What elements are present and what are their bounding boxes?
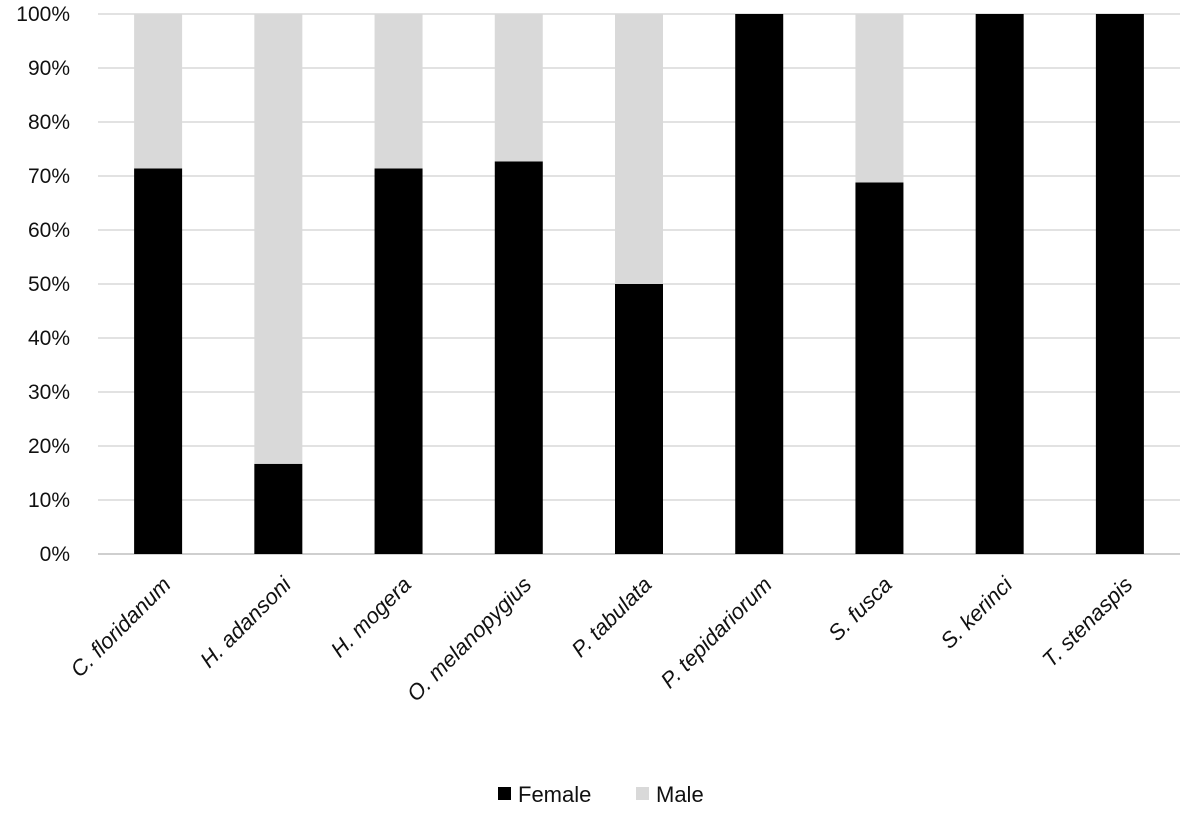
bar-segment-female bbox=[495, 161, 543, 554]
y-axis-tick-labels: 0% 10% 20% 30% 40% 50% 60% 70% 80% 90% 100% bbox=[16, 3, 70, 566]
x-category-label: S. kerinci bbox=[936, 571, 1018, 653]
chart-container: 0% 10% 20% 30% 40% 50% 60% 70% 80% 90% 100% C. flo… bbox=[0, 0, 1200, 813]
y-tick-label: 30% bbox=[28, 381, 70, 404]
bar-segment-male bbox=[615, 14, 663, 284]
x-category-label: P. tepidariorum bbox=[656, 572, 777, 693]
y-tick-label: 10% bbox=[28, 489, 70, 512]
bar-segment-male bbox=[855, 14, 903, 182]
x-category-label: S. fusca bbox=[823, 572, 897, 646]
y-tick-label: 60% bbox=[28, 219, 70, 242]
legend-swatch-male bbox=[636, 787, 649, 800]
x-category-label: T. stenaspis bbox=[1037, 572, 1137, 672]
bar-segment-female bbox=[855, 182, 903, 554]
bar-segment-male bbox=[254, 14, 302, 464]
y-tick-label: 70% bbox=[28, 165, 70, 188]
y-tick-label: 0% bbox=[40, 543, 70, 566]
y-tick-label: 20% bbox=[28, 435, 70, 458]
x-category-label: C. floridanum bbox=[65, 572, 175, 682]
bar-segment-male bbox=[134, 14, 182, 168]
bar-segment-female bbox=[1096, 14, 1144, 554]
stacked-bar-chart: 0% 10% 20% 30% 40% 50% 60% 70% 80% 90% 100% C. flo… bbox=[0, 0, 1200, 813]
bar-segment-female bbox=[735, 14, 783, 554]
bar-segment-female bbox=[615, 284, 663, 554]
x-category-label: H. mogera bbox=[326, 572, 416, 662]
bar-segment-female bbox=[976, 14, 1024, 554]
bars bbox=[134, 14, 1144, 554]
bar-segment-male bbox=[495, 14, 543, 161]
y-tick-label: 100% bbox=[16, 3, 70, 26]
legend-label-female: Female bbox=[518, 782, 591, 807]
legend-swatch-female bbox=[498, 787, 511, 800]
x-category-label: P. tabulata bbox=[566, 572, 656, 662]
legend: Female Male bbox=[498, 782, 704, 807]
bar-segment-male bbox=[375, 14, 423, 168]
x-category-label: H. adansoni bbox=[195, 571, 296, 672]
y-tick-label: 40% bbox=[28, 327, 70, 350]
bar-segment-female bbox=[134, 168, 182, 554]
y-tick-label: 80% bbox=[28, 111, 70, 134]
legend-label-male: Male bbox=[656, 782, 704, 807]
x-category-label: O. melanopygius bbox=[402, 572, 536, 706]
bar-segment-female bbox=[254, 464, 302, 554]
y-tick-label: 90% bbox=[28, 57, 70, 80]
y-tick-label: 50% bbox=[28, 273, 70, 296]
bar-segment-female bbox=[375, 168, 423, 554]
